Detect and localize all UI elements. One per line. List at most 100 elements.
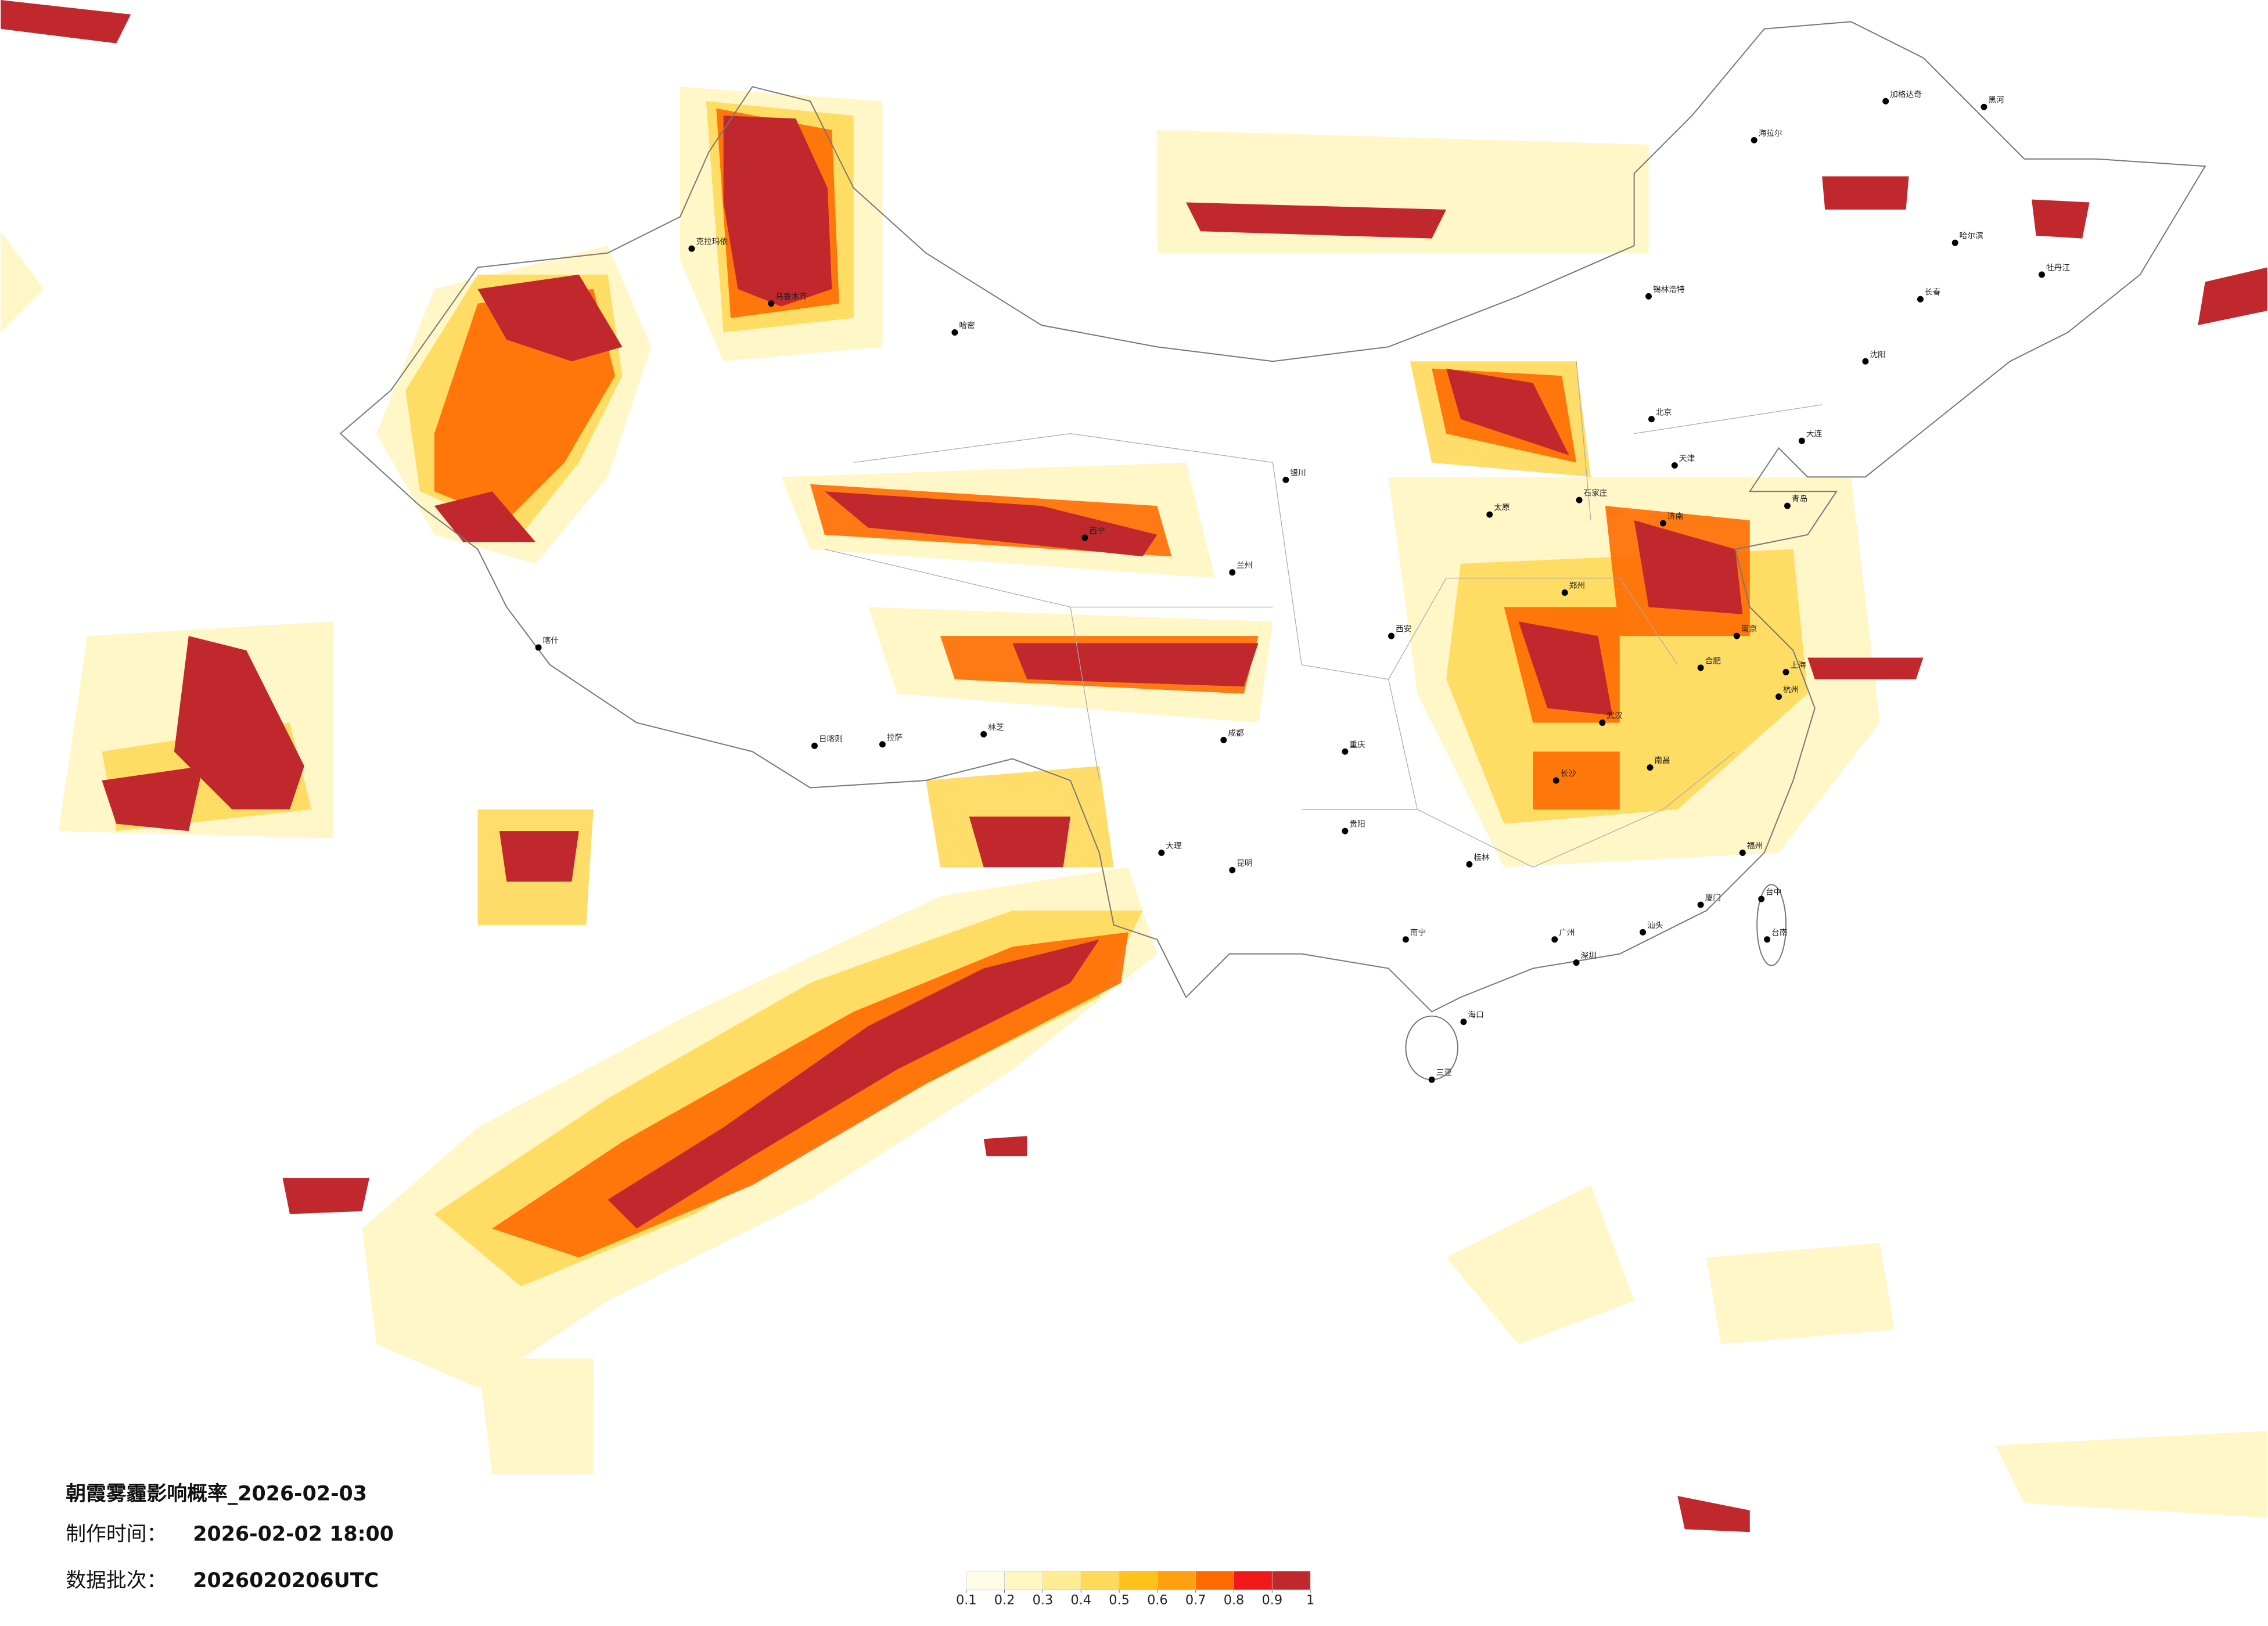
city-label: 林芝 (988, 723, 1004, 732)
city-dot (1751, 136, 1757, 143)
city-dot (1220, 736, 1227, 743)
city-dot (1640, 929, 1647, 936)
city-dot (1081, 534, 1088, 541)
city-dot (1739, 849, 1746, 856)
city-label: 哈密 (959, 321, 975, 330)
city-label: 兰州 (1237, 561, 1252, 570)
province-lines (824, 361, 1823, 868)
city-dot (1428, 1076, 1435, 1083)
city-label: 桂林 (1473, 853, 1490, 862)
batch-value: 2026020206UTC (193, 1569, 379, 1592)
legend-tick-label: 0.2 (994, 1593, 1015, 1608)
legend-swatch (1080, 1571, 1120, 1591)
city-label: 广州 (1559, 928, 1575, 937)
production-time: 2026-02-02 18:00 (193, 1523, 394, 1546)
city-label: 牡丹江 (2046, 263, 2070, 272)
city-label: 大连 (1806, 430, 1823, 439)
city-dot (1697, 901, 1704, 908)
city-label: 昆明 (1237, 859, 1252, 868)
city-dot (1798, 437, 1805, 444)
city-dot (1697, 664, 1704, 671)
city-label: 成都 (1228, 729, 1244, 738)
city-dot (1576, 497, 1583, 503)
batch-label: 数据批次： (66, 1569, 167, 1592)
city-label: 西宁 (1089, 526, 1105, 535)
country-outline (339, 21, 2206, 1013)
city-dot (1573, 959, 1580, 966)
legend-tick-label: 0.8 (1224, 1593, 1245, 1608)
city-dot (1486, 511, 1493, 518)
city-label: 上海 (1790, 661, 1806, 670)
city-dot (1671, 462, 1678, 469)
city-label: 乌鲁木齐 (775, 292, 807, 301)
production-label: 制作时间： (66, 1523, 167, 1546)
city-label: 南昌 (1655, 756, 1670, 765)
city-dot (1981, 103, 1987, 110)
city-label: 福州 (1747, 841, 1763, 851)
city-label: 西安 (1396, 625, 1411, 634)
city-dot (1229, 569, 1236, 576)
city-label: 重庆 (1349, 740, 1365, 750)
legend-tick-label: 0.3 (1033, 1593, 1054, 1608)
city-dot (1782, 668, 1789, 675)
legend-tick-label: 0.5 (1109, 1593, 1130, 1608)
city-label: 天津 (1679, 454, 1695, 463)
taiwan (1756, 884, 1787, 966)
city-dot (1659, 520, 1666, 527)
legend-swatch (1004, 1571, 1043, 1591)
city-dot (1561, 589, 1568, 596)
header: 朝霞雾霾影响概率_2026-02-03 制作时间： 2026-02-02 18:… (66, 1482, 394, 1592)
city-label: 海口 (1468, 1010, 1483, 1020)
city-label: 贵阳 (1349, 820, 1365, 829)
legend-tick-label: 1 (1306, 1593, 1314, 1608)
city-label: 杭州 (1783, 685, 1799, 695)
city-dot (1862, 358, 1869, 365)
city-label: 太原 (1494, 503, 1509, 513)
city-dot (1158, 849, 1165, 856)
city-dot (1645, 293, 1652, 300)
city-label: 济南 (1667, 512, 1683, 521)
city-label: 合肥 (1705, 656, 1721, 665)
city-dot (1647, 764, 1654, 771)
city-label: 北京 (1656, 408, 1672, 417)
city-dot (951, 329, 958, 336)
city-dot (980, 731, 987, 738)
city-dot (1882, 98, 1889, 105)
legend-swatch (1157, 1571, 1196, 1591)
legend-swatch (1234, 1571, 1273, 1591)
city-label: 三亚 (1436, 1069, 1453, 1078)
city-dot (1733, 632, 1740, 639)
city-dot (1648, 416, 1655, 423)
city-dot (688, 245, 695, 252)
city-label: 南京 (1741, 625, 1757, 634)
city-dot (1342, 748, 1349, 755)
city-label: 锡林浩特 (1653, 285, 1685, 294)
city-label: 海拉尔 (1759, 129, 1782, 138)
haze-max (1, 0, 2267, 1533)
city-label: 深圳 (1581, 951, 1597, 961)
city-dot (811, 742, 818, 749)
city-label: 克拉玛依 (696, 238, 728, 247)
city-label: 长沙 (1561, 769, 1577, 779)
legend-swatch (966, 1571, 1005, 1591)
city-dot (1775, 693, 1782, 700)
city-dot (535, 644, 542, 651)
city-label: 黑河 (1988, 96, 2004, 105)
legend-swatch (1271, 1571, 1311, 1591)
city-dot (1402, 936, 1409, 943)
city-dot (1551, 936, 1558, 943)
legend-tick-label: 0.4 (1070, 1593, 1091, 1608)
city-label: 武汉 (1606, 711, 1623, 721)
city-label: 长春 (1925, 288, 1941, 297)
city-dot (1552, 777, 1559, 784)
city-dot (1758, 895, 1765, 902)
city-label: 石家庄 (1584, 488, 1608, 498)
city-label: 南宁 (1410, 927, 1426, 937)
city-label: 台中 (1766, 888, 1781, 897)
city-dot (879, 741, 886, 748)
city-dot (1951, 239, 1958, 246)
city-dot (1466, 861, 1473, 868)
